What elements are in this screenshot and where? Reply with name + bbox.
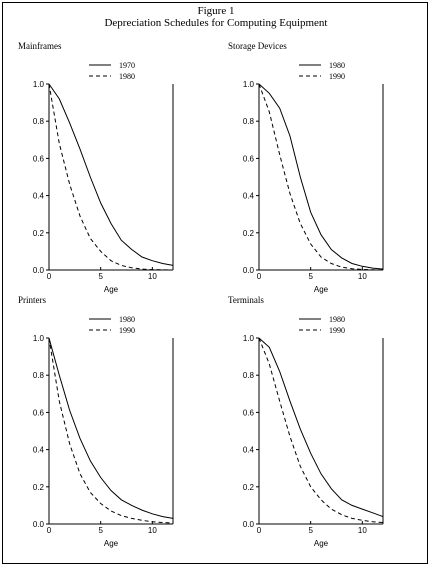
x-tick-label: 0 [257,526,262,535]
x-tick-label: 10 [358,526,367,535]
y-tick-label: 1.0 [33,334,45,343]
panel-title: Terminals [228,295,264,305]
legend-label: 1990 [329,326,345,335]
legend-label: 1980 [119,72,135,81]
y-tick-label: 1.0 [243,334,255,343]
y-tick-label: 0.2 [33,229,45,238]
series-line-1990 [258,337,384,523]
x-axis-label: Age [314,285,329,294]
y-tick-label: 0.6 [243,408,255,417]
x-tick-label: 5 [98,526,103,535]
x-tick-label: 10 [148,526,157,535]
y-tick-label: 0.6 [33,154,45,163]
series-line-1980 [258,83,384,270]
series-line-1990 [258,83,384,271]
legend-label: 1990 [119,326,135,335]
legend-label: 1980 [329,315,345,324]
x-tick-label: 0 [47,272,52,281]
legend-label: 1990 [329,72,345,81]
y-tick-label: 0.0 [33,266,45,275]
y-tick-label: 0.2 [33,483,45,492]
panel-title: Mainframes [18,41,62,51]
x-tick-label: 10 [148,272,157,281]
panels-group: Mainframes 0.0 0.2 0.4 0.6 0.8 1.0 0 5 10 Age 1970 1… [18,41,384,548]
y-tick-label: 1.0 [243,80,255,89]
series-line-1980 [258,337,384,518]
y-tick-label: 0.0 [243,520,255,529]
x-tick-label: 10 [358,272,367,281]
y-tick-label: 0.0 [33,520,45,529]
y-tick-label: 0.4 [33,446,45,455]
y-tick-label: 0.4 [33,192,45,201]
chart-panel-4: Terminals 0.0 0.2 0.4 0.6 0.8 1.0 0 5 10 Age 1980 19… [228,295,384,548]
x-tick-label: 5 [308,526,313,535]
y-tick-label: 0.2 [243,229,255,238]
y-tick-label: 0.6 [243,154,255,163]
x-axis-label: Age [314,539,329,548]
panel-title: Storage Devices [228,41,287,51]
chart-panel-3: Printers 0.0 0.2 0.4 0.6 0.8 1.0 0 5 10 Age 1980 199… [18,295,174,548]
figure-number: Figure 1 [198,5,235,17]
y-tick-label: 0.4 [243,192,255,201]
y-tick-label: 0.8 [33,371,45,380]
legend-label: 1980 [119,315,135,324]
figure-title: Depreciation Schedules for Computing Equ… [104,17,327,29]
chart-panel-1: Mainframes 0.0 0.2 0.4 0.6 0.8 1.0 0 5 10 Age 1970 1… [18,41,174,294]
y-tick-label: 0.8 [243,117,255,126]
panel-title: Printers [18,295,46,305]
x-tick-label: 0 [257,272,262,281]
series-line-1970 [48,83,174,266]
figure-frame [2,2,428,564]
y-tick-label: 0.6 [33,408,45,417]
y-tick-label: 1.0 [33,80,45,89]
x-axis-label: Age [104,539,119,548]
y-tick-label: 0.8 [33,117,45,126]
x-tick-label: 5 [98,272,103,281]
x-tick-label: 5 [308,272,313,281]
legend-label: 1980 [329,61,345,70]
y-tick-label: 0.0 [243,266,255,275]
x-tick-label: 0 [47,526,52,535]
x-axis-label: Age [104,285,119,294]
y-tick-label: 0.2 [243,483,255,492]
y-tick-label: 0.4 [243,446,255,455]
series-line-1990 [48,337,174,524]
series-line-1980 [48,83,174,271]
y-tick-label: 0.8 [243,371,255,380]
chart-panel-2: Storage Devices 0.0 0.2 0.4 0.6 0.8 1.0 0 5 10 Age… [228,41,384,294]
legend-label: 1970 [119,61,135,70]
series-line-1980 [48,337,174,519]
